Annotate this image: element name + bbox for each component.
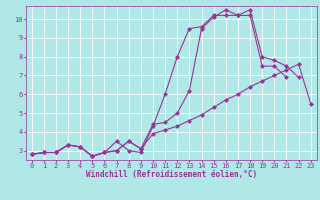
X-axis label: Windchill (Refroidissement éolien,°C): Windchill (Refroidissement éolien,°C)	[86, 170, 257, 179]
